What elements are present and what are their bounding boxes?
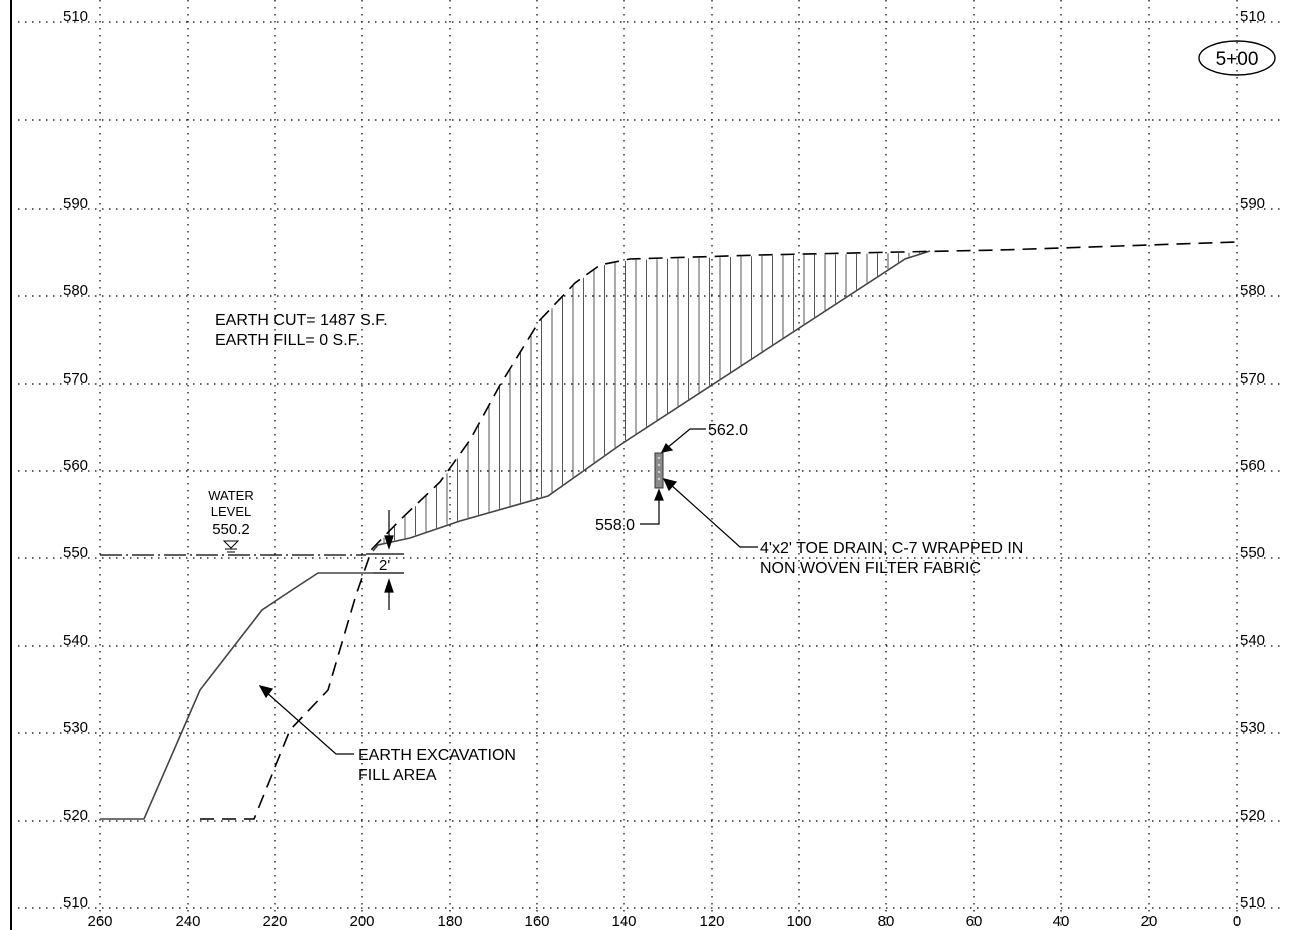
left-elevation-label: 510 [63, 894, 88, 911]
excavation-note-leader [258, 685, 354, 755]
right-elevation-label: 510 [1240, 894, 1265, 911]
dimension-arrows [384, 510, 394, 610]
offset-label: 40 [1053, 913, 1070, 930]
drain-top-elevation: 562.0 [708, 422, 748, 439]
offset-label: 140 [611, 913, 636, 930]
station-bubble [1198, 40, 1276, 76]
offset-label: 180 [437, 913, 462, 930]
drain-bottom-elevation: 558.0 [595, 517, 635, 534]
left-elevation-label: 570 [63, 370, 88, 387]
water-level-label-2: LEVEL [211, 504, 251, 519]
right-elevation-label: 570 [1240, 370, 1265, 387]
left-elevation-label: 580 [63, 282, 88, 299]
offset-label: 0 [1233, 913, 1241, 930]
right-elevation-label: 540 [1240, 632, 1265, 649]
left-elevation-label: 510 [63, 8, 88, 25]
right-elevation-label: 520 [1240, 807, 1265, 824]
left-elevation-label: 590 [63, 195, 88, 212]
offset-label: 20 [1141, 913, 1158, 930]
left-elevation-label: 530 [63, 719, 88, 736]
toe-drain [654, 452, 664, 489]
toe-drain-note-leader [662, 478, 758, 548]
excavation-note-line2: FILL AREA [358, 767, 437, 784]
left-elevation-label: 520 [63, 807, 88, 824]
right-elevation-label: 560 [1240, 457, 1265, 474]
left-elevation-label: 560 [63, 457, 88, 474]
grid [18, 0, 1280, 930]
offset-label: 160 [524, 913, 549, 930]
toe-drain-note-line1: 4'x2' TOE DRAIN, C-7 WRAPPED IN [760, 540, 1023, 557]
offset-label: 260 [87, 913, 112, 930]
offset-label: 220 [262, 913, 287, 930]
toe-drain-dots [657, 456, 661, 481]
earth-fill-quantity: EARTH FILL= 0 S.F. [215, 332, 360, 349]
offset-label: 120 [699, 913, 724, 930]
left-elevation-label: 540 [63, 632, 88, 649]
existing-ground-line [200, 241, 1238, 820]
offset-label: 240 [175, 913, 200, 930]
right-elevation-label: 530 [1240, 719, 1265, 736]
top-elevation-leader [660, 428, 706, 453]
water-level-symbol [222, 540, 240, 553]
station-label: 5+00 [1216, 49, 1259, 70]
cut-area-hatching [383, 252, 920, 543]
dimension-label: 2' [379, 557, 390, 574]
left-elevation-label: 550 [63, 544, 88, 561]
offset-label: 200 [349, 913, 374, 930]
right-elevation-label: 580 [1240, 282, 1265, 299]
offset-label: 60 [966, 913, 983, 930]
offset-label: 80 [878, 913, 895, 930]
right-elevation-label: 590 [1240, 195, 1265, 212]
right-elevation-label: 550 [1240, 544, 1265, 561]
earth-cut-quantity: EARTH CUT= 1487 S.F. [215, 312, 388, 329]
offset-label: 100 [786, 913, 811, 930]
right-elevation-labels: 510 590 580 570 560 550 540 530 520 510 [1240, 8, 1265, 911]
left-elevation-labels: 510 590 580 570 560 550 540 530 520 510 [63, 8, 88, 911]
proposed-section-line [100, 572, 373, 820]
toe-drain-note-line2: NON WOVEN FILTER FABRIC [760, 560, 981, 577]
water-level-label-1: WATER [208, 488, 254, 503]
proposed-slope-line [372, 250, 931, 552]
bottom-elevation-leader [640, 488, 664, 525]
right-elevation-label: 510 [1240, 8, 1265, 25]
excavation-note-line1: EARTH EXCAVATION [358, 747, 516, 764]
water-level-value: 550.2 [212, 521, 250, 538]
offset-labels: 260 240 220 200 180 160 140 120 100 80 60 40 20 0 [87, 913, 1241, 930]
